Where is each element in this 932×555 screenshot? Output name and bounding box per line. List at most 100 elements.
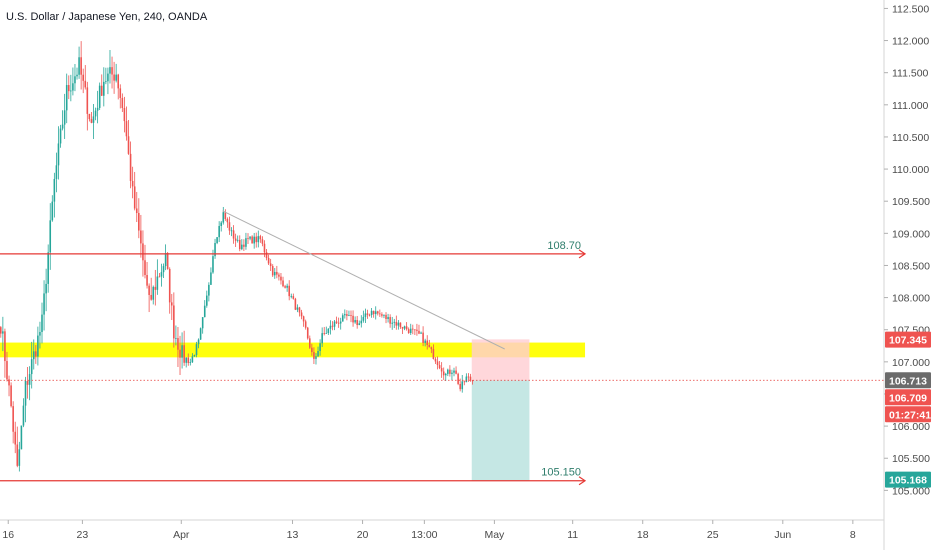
candle-body bbox=[292, 296, 295, 299]
level-label: 108.70 bbox=[547, 240, 581, 252]
candle-body bbox=[276, 271, 278, 275]
price-tag-label: 01:27:41 bbox=[889, 409, 931, 421]
candle-body bbox=[144, 260, 146, 275]
candle-body bbox=[51, 201, 54, 221]
levels-layer[interactable]: 108.70 105.150 bbox=[0, 240, 884, 486]
candle-body bbox=[94, 110, 97, 117]
candle-body bbox=[368, 314, 371, 316]
candle-body bbox=[70, 90, 72, 92]
candle-body bbox=[471, 380, 474, 382]
candle-body bbox=[383, 314, 385, 316]
candle-body bbox=[428, 345, 431, 348]
y-tick-label: 109.500 bbox=[892, 196, 930, 208]
candle-body bbox=[80, 57, 82, 75]
candle-body bbox=[449, 369, 451, 374]
candle-body bbox=[362, 316, 365, 321]
candle-body bbox=[105, 81, 107, 83]
x-tick-label: 13:00 bbox=[411, 529, 437, 541]
candle-body bbox=[366, 313, 369, 315]
candle-body bbox=[323, 333, 326, 334]
x-tick-label: Jun bbox=[774, 529, 791, 541]
candle-body bbox=[321, 333, 323, 344]
candle-body bbox=[259, 236, 262, 240]
candle-body bbox=[45, 283, 47, 294]
candle-body bbox=[201, 317, 204, 329]
candle-body bbox=[22, 405, 25, 426]
y-tick-label: 112.500 bbox=[892, 3, 929, 15]
candle-body bbox=[267, 257, 270, 264]
candle-body bbox=[412, 328, 414, 330]
candle-body bbox=[152, 286, 155, 300]
candle-body bbox=[379, 313, 381, 315]
candle-body bbox=[111, 67, 113, 75]
candle-body bbox=[296, 307, 299, 310]
price-axis[interactable]: 105.000105.500106.000106.500107.000107.5… bbox=[884, 3, 930, 497]
candle-body bbox=[230, 230, 233, 232]
candle-body bbox=[216, 237, 218, 244]
candle-body bbox=[39, 331, 41, 336]
candle-body bbox=[57, 143, 60, 166]
candle-body bbox=[113, 74, 115, 81]
resistance-trendline bbox=[222, 210, 505, 350]
x-tick-label: 13 bbox=[287, 529, 299, 541]
candle-body bbox=[432, 349, 435, 359]
x-tick-label: 20 bbox=[357, 529, 369, 541]
candle-body bbox=[199, 328, 202, 340]
candle-body bbox=[457, 373, 459, 384]
candle-body bbox=[164, 252, 167, 267]
candle-body bbox=[92, 116, 95, 123]
candle-body bbox=[453, 370, 455, 373]
candle-body bbox=[420, 332, 422, 334]
candle-body bbox=[86, 87, 89, 114]
candle-body bbox=[177, 338, 179, 350]
candle-body bbox=[61, 124, 64, 129]
candle-body bbox=[442, 371, 445, 376]
candle-body bbox=[251, 236, 253, 244]
y-tick-label: 105.500 bbox=[892, 453, 930, 465]
candle-body bbox=[346, 314, 348, 316]
x-tick-label: May bbox=[484, 529, 505, 541]
candle-body bbox=[436, 361, 439, 366]
x-tick-label: 8 bbox=[850, 529, 856, 541]
candle-body bbox=[32, 351, 35, 360]
candle-body bbox=[467, 376, 470, 378]
candle-body bbox=[447, 369, 449, 374]
candle-body bbox=[226, 218, 229, 223]
y-tick-label: 112.000 bbox=[892, 36, 929, 48]
candle-body bbox=[381, 314, 383, 316]
candle-body bbox=[173, 305, 175, 339]
candle-body bbox=[440, 368, 443, 372]
candle-body bbox=[376, 311, 379, 314]
candle-body bbox=[395, 321, 398, 326]
candle-body bbox=[290, 296, 293, 297]
candle-body bbox=[63, 110, 66, 125]
candle-body bbox=[41, 314, 43, 332]
candle-body bbox=[249, 236, 251, 239]
candle-body bbox=[0, 327, 2, 334]
candle-body bbox=[344, 314, 346, 316]
time-axis[interactable]: 16 23 Apr 13 20 13:00 May 11 18 25 Jun 8 bbox=[2, 520, 856, 541]
y-tick-label: 109.000 bbox=[892, 228, 930, 240]
candle-body bbox=[115, 74, 117, 81]
candle-body bbox=[148, 285, 150, 295]
candle-body bbox=[238, 239, 241, 250]
y-tick-label: 108.500 bbox=[892, 260, 930, 272]
candle-body bbox=[203, 305, 206, 318]
candle-body bbox=[154, 286, 157, 290]
y-tick-label: 111.000 bbox=[892, 100, 929, 112]
candle-body bbox=[278, 274, 280, 277]
candle-body bbox=[191, 356, 194, 363]
candle-body bbox=[387, 317, 389, 319]
candle-body bbox=[399, 322, 402, 328]
drawings-layer[interactable] bbox=[0, 339, 586, 481]
candle-body bbox=[47, 252, 49, 284]
candle-body bbox=[469, 376, 472, 381]
candle-body bbox=[59, 128, 62, 144]
candle-body bbox=[24, 381, 27, 406]
candle-body bbox=[123, 107, 126, 122]
candle-body bbox=[354, 320, 356, 323]
candle-body bbox=[146, 274, 148, 286]
candle-body bbox=[364, 313, 367, 317]
